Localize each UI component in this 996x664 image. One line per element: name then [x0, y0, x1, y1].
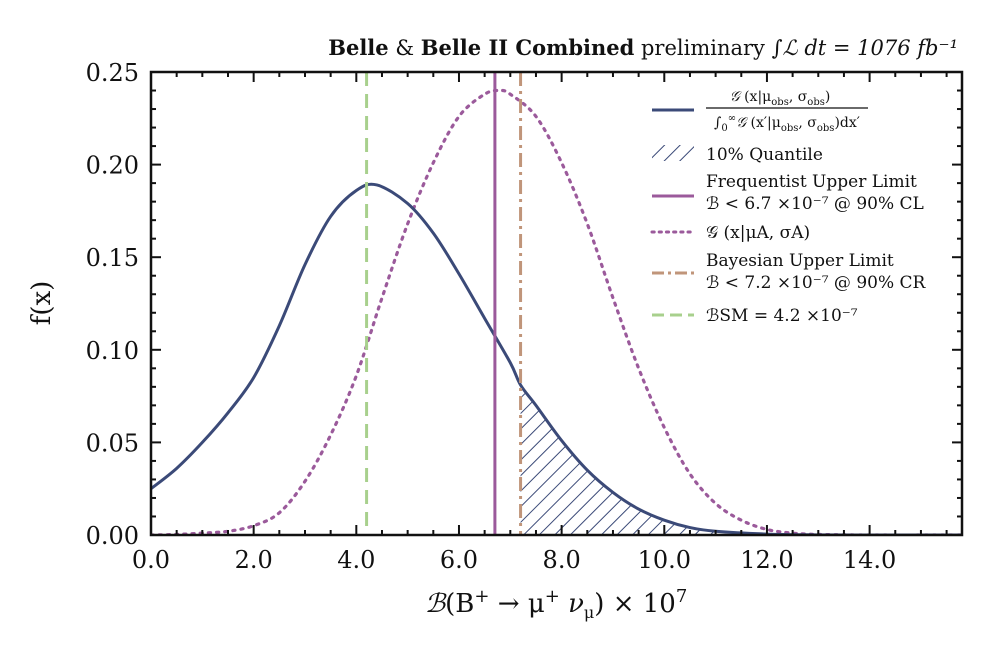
- x-tick-label: 14.0: [843, 546, 896, 574]
- posterior-curve: [151, 182, 962, 535]
- x-tick-label: 8.0: [543, 546, 581, 574]
- title-belle: Belle: [328, 35, 388, 60]
- plot-area: [151, 72, 962, 535]
- ticks: [150, 71, 962, 536]
- tick-labels: 0.0 2.0 4.0 6.0 8.0 10.0 12.0 14.0 0.00 0.05 0.10 0…: [86, 59, 897, 574]
- legend-item-quantile: 10% Quantile: [652, 145, 823, 165]
- x-tick-label: 2.0: [235, 546, 273, 574]
- y-tick-label: 0.20: [86, 152, 139, 180]
- y-tick-label: 0.00: [86, 522, 139, 550]
- legend-posterior-numerator: 𝒢 (x|μobs, σobs): [730, 89, 831, 108]
- legend-frequentist-value: ℬ < 6.7 ×10⁻⁷ @ 90% CL: [706, 194, 924, 214]
- quantile-hatch-fill: [520, 384, 726, 535]
- x-tick-label: 6.0: [440, 546, 478, 574]
- chart-title: Belle & Belle II Combined preliminary ∫ℒ…: [328, 35, 958, 60]
- x-tick-label: 12.0: [740, 546, 793, 574]
- title-preliminary: preliminary: [634, 36, 771, 60]
- x-tick-label: 4.0: [337, 546, 375, 574]
- legend-item-bayesian: Bayesian Upper Limit ℬ < 7.2 ×10⁻⁷ @ 90%…: [652, 251, 927, 293]
- legend-quantile-label: 10% Quantile: [706, 145, 823, 165]
- plot-frame: [149, 70, 964, 537]
- legend: 𝒢 (x|μobs, σobs) ∫0∞𝒢 (x′|μobs, σobs)dx′…: [650, 89, 927, 326]
- y-tick-label: 0.05: [86, 429, 139, 457]
- title-luminosity: ∫ℒ dt = 1076 fb⁻¹: [772, 36, 958, 60]
- legend-bayesian-label: Bayesian Upper Limit: [706, 251, 894, 271]
- y-tick-label: 0.10: [86, 337, 139, 365]
- title-combined: Belle II Combined: [421, 35, 635, 60]
- y-tick-label: 0.25: [86, 59, 139, 87]
- x-tick-label: 10.0: [638, 546, 691, 574]
- legend-item-sm: ℬSM = 4.2 ×10⁻⁷: [652, 306, 858, 326]
- x-axis-label: ℬ(B+ → μ+ νμ) × 107: [425, 586, 688, 622]
- legend-sm-label: ℬSM = 4.2 ×10⁻⁷: [706, 306, 858, 326]
- legend-frequentist-label: Frequentist Upper Limit: [706, 172, 917, 192]
- y-axis-label: f(x): [27, 281, 57, 326]
- legend-item-frequentist: Frequentist Upper Limit ℬ < 6.7 ×10⁻⁷ @ …: [652, 172, 924, 214]
- alternative-gaussian-curve: [151, 88, 962, 535]
- legend-alternative-label: 𝒢 (x|μA, σA): [706, 223, 810, 243]
- x-tick-label: 0.0: [132, 546, 170, 574]
- legend-swatch-quantile: [652, 145, 694, 161]
- legend-posterior-denominator: ∫0∞𝒢 (x′|μobs, σobs)dx′: [714, 113, 860, 134]
- legend-item-posterior: 𝒢 (x|μobs, σobs) ∫0∞𝒢 (x′|μobs, σobs)dx′: [652, 89, 868, 134]
- legend-item-alternative: 𝒢 (x|μA, σA): [650, 223, 810, 243]
- title-amp: &: [389, 36, 421, 60]
- legend-bayesian-value: ℬ < 7.2 ×10⁻⁷ @ 90% CR: [706, 273, 927, 293]
- y-tick-label: 0.15: [86, 244, 139, 272]
